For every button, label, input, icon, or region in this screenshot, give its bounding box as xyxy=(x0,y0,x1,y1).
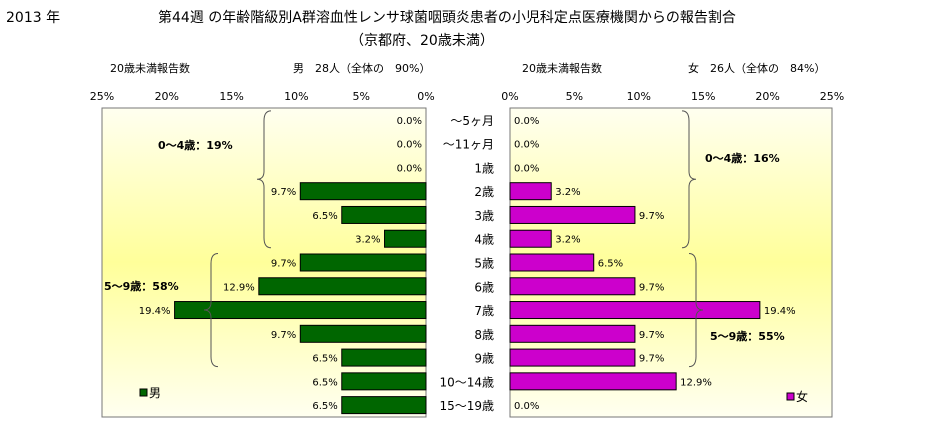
left-tick-label: 0% xyxy=(417,90,434,103)
female-bar xyxy=(509,205,636,224)
right-axis-title-total: 女 26人（全体の 84%） xyxy=(688,61,825,75)
male-bar xyxy=(341,396,427,415)
male-value-label: 19.4% xyxy=(139,306,171,317)
female-value-label: 3.2% xyxy=(555,187,580,198)
male-value-label: 9.7% xyxy=(271,259,296,270)
female-legend-swatch xyxy=(786,392,795,401)
female-value-label: 3.2% xyxy=(555,235,580,246)
age-category-label: 15〜19歳 xyxy=(439,399,494,413)
left-axis-title-count: 20歳未満報告数 xyxy=(110,62,190,75)
male-bar xyxy=(299,253,427,272)
age-category-label: 4歳 xyxy=(474,233,494,247)
right-tick-label: 25% xyxy=(820,90,844,103)
female-value-label: 9.7% xyxy=(639,211,664,222)
male-legend-label: 男 xyxy=(149,386,161,400)
age-category-label: 7歳 xyxy=(474,304,494,318)
age-category-label: 9歳 xyxy=(474,352,494,366)
male-bar xyxy=(299,182,427,201)
female-bar xyxy=(509,229,552,248)
male-bar xyxy=(299,324,427,343)
year-label: 2013 年 xyxy=(6,10,60,26)
right-annotation-0-4: 0〜4歳：16% xyxy=(705,151,780,165)
left-annotation-5-9: 5〜9歳：58% xyxy=(104,279,179,293)
male-bar xyxy=(174,301,427,320)
age-category-label: 10〜14歳 xyxy=(439,375,494,389)
male-value-label: 12.9% xyxy=(223,282,255,293)
female-value-label: 12.9% xyxy=(680,377,712,388)
left-age-brace-5-9 xyxy=(203,253,219,368)
female-value-label: 0.0% xyxy=(514,116,539,127)
right-tick-label: 0% xyxy=(501,90,518,103)
left-tick-label: 20% xyxy=(155,90,179,103)
right-tick-label: 5% xyxy=(566,90,583,103)
age-category-label: 3歳 xyxy=(474,209,494,223)
female-bar xyxy=(509,348,636,367)
female-bar xyxy=(509,182,552,201)
right-tick-label: 15% xyxy=(691,90,715,103)
left-tick-label: 25% xyxy=(90,90,114,103)
age-category-label: 2歳 xyxy=(474,185,494,199)
male-bar xyxy=(341,205,427,224)
chart-title-line1: 第44週 の年齢階級別A群溶血性レンサ球菌咽頭炎患者の小児科定点医療機関からの報… xyxy=(158,9,736,26)
female-value-label: 0.0% xyxy=(514,401,539,412)
age-category-label: 8歳 xyxy=(474,328,494,342)
male-legend-swatch xyxy=(139,388,148,397)
male-bar xyxy=(341,348,427,367)
female-value-label: 19.4% xyxy=(764,306,796,317)
male-bar xyxy=(341,372,427,391)
female-bar xyxy=(509,372,677,391)
female-value-label: 0.0% xyxy=(514,163,539,174)
left-axis-title-total: 男 28人（全体の 90%） xyxy=(293,61,430,75)
female-bar xyxy=(509,301,761,320)
male-value-label: 6.5% xyxy=(312,354,337,365)
right-age-brace-0-4 xyxy=(681,110,697,249)
age-category-label: 〜5ヶ月 xyxy=(450,114,494,128)
male-value-label: 0.0% xyxy=(397,163,422,174)
female-value-label: 9.7% xyxy=(639,354,664,365)
male-bar xyxy=(258,277,427,296)
right-tick-label: 20% xyxy=(755,90,779,103)
right-tick-label: 10% xyxy=(627,90,651,103)
male-value-label: 6.5% xyxy=(312,211,337,222)
female-bar xyxy=(509,253,595,272)
right-axis-title-count: 20歳未満報告数 xyxy=(522,62,602,75)
left-age-brace-0-4 xyxy=(256,110,272,249)
female-bar xyxy=(509,324,636,343)
female-legend-label: 女 xyxy=(796,389,808,404)
male-value-label: 0.0% xyxy=(397,140,422,151)
female-value-label: 9.7% xyxy=(639,282,664,293)
left-tick-label: 10% xyxy=(284,90,308,103)
female-value-label: 0.0% xyxy=(514,140,539,151)
male-value-label: 9.7% xyxy=(271,187,296,198)
age-category-label: 1歳 xyxy=(474,161,494,175)
male-bar xyxy=(384,229,427,248)
left-annotation-0-4: 0〜4歳：19% xyxy=(158,138,233,152)
age-category-label: 5歳 xyxy=(474,257,494,271)
left-tick-label: 5% xyxy=(352,90,369,103)
right-age-brace-5-9 xyxy=(688,253,704,368)
female-value-label: 9.7% xyxy=(639,330,664,341)
chart-title-line2: （京都府、20歳未満） xyxy=(350,33,494,49)
male-value-label: 9.7% xyxy=(271,330,296,341)
female-bar xyxy=(509,277,636,296)
male-value-label: 6.5% xyxy=(312,401,337,412)
male-value-label: 6.5% xyxy=(312,377,337,388)
male-value-label: 0.0% xyxy=(397,116,422,127)
age-category-label: 〜11ヶ月 xyxy=(443,138,494,152)
male-value-label: 3.2% xyxy=(355,235,380,246)
left-tick-label: 15% xyxy=(219,90,243,103)
female-value-label: 6.5% xyxy=(598,259,623,270)
right-annotation-5-9: 5〜9歳：55% xyxy=(710,329,785,343)
age-category-label: 6歳 xyxy=(474,280,494,294)
